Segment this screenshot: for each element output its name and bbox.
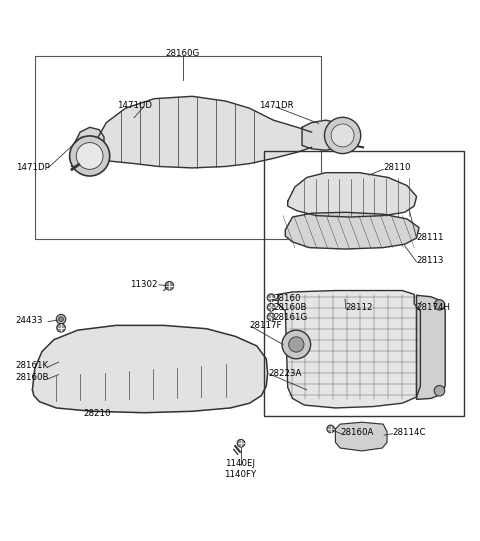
Text: 28117F: 28117F bbox=[250, 321, 282, 330]
Text: 28160: 28160 bbox=[274, 294, 301, 302]
Text: 28160G: 28160G bbox=[166, 49, 200, 58]
Circle shape bbox=[237, 439, 245, 447]
Polygon shape bbox=[285, 212, 419, 249]
Text: 28112: 28112 bbox=[345, 303, 372, 312]
Circle shape bbox=[267, 294, 275, 301]
Text: 24433: 24433 bbox=[16, 316, 43, 325]
Circle shape bbox=[327, 425, 335, 433]
Circle shape bbox=[434, 386, 445, 396]
Text: 28111: 28111 bbox=[417, 233, 444, 242]
Polygon shape bbox=[288, 173, 417, 217]
Circle shape bbox=[288, 337, 304, 352]
Polygon shape bbox=[33, 325, 268, 413]
Circle shape bbox=[331, 124, 354, 147]
Polygon shape bbox=[336, 423, 387, 451]
Circle shape bbox=[57, 324, 65, 332]
Text: 1471DR: 1471DR bbox=[259, 101, 294, 110]
Circle shape bbox=[70, 136, 110, 176]
Circle shape bbox=[76, 143, 103, 169]
Circle shape bbox=[59, 317, 63, 321]
Text: 28114C: 28114C bbox=[393, 428, 426, 437]
Circle shape bbox=[267, 313, 275, 321]
Text: 28113: 28113 bbox=[417, 256, 444, 266]
Circle shape bbox=[267, 304, 275, 311]
Bar bbox=[35, 56, 321, 240]
Polygon shape bbox=[97, 96, 312, 168]
Text: 28160B: 28160B bbox=[274, 303, 307, 312]
Text: 1140FY: 1140FY bbox=[224, 470, 256, 479]
Text: 28160A: 28160A bbox=[340, 428, 373, 437]
Text: 1471UD: 1471UD bbox=[118, 101, 153, 110]
Polygon shape bbox=[278, 291, 420, 408]
Bar bbox=[264, 151, 464, 416]
Text: 28210: 28210 bbox=[83, 409, 110, 418]
Text: 28174H: 28174H bbox=[417, 303, 451, 312]
Text: 11302: 11302 bbox=[130, 280, 158, 289]
Circle shape bbox=[282, 330, 311, 359]
Text: 28160B: 28160B bbox=[16, 373, 49, 382]
Text: 1471DP: 1471DP bbox=[16, 163, 49, 173]
Polygon shape bbox=[417, 295, 445, 399]
Circle shape bbox=[324, 117, 361, 154]
Polygon shape bbox=[75, 127, 104, 154]
Circle shape bbox=[434, 300, 445, 310]
Text: 1140EJ: 1140EJ bbox=[225, 459, 255, 469]
Text: 28161G: 28161G bbox=[274, 313, 308, 322]
Circle shape bbox=[165, 281, 174, 290]
Text: 28223A: 28223A bbox=[269, 368, 302, 378]
Circle shape bbox=[56, 314, 66, 324]
Polygon shape bbox=[302, 120, 350, 150]
Text: 28161K: 28161K bbox=[16, 361, 49, 371]
Text: 28110: 28110 bbox=[383, 163, 411, 173]
